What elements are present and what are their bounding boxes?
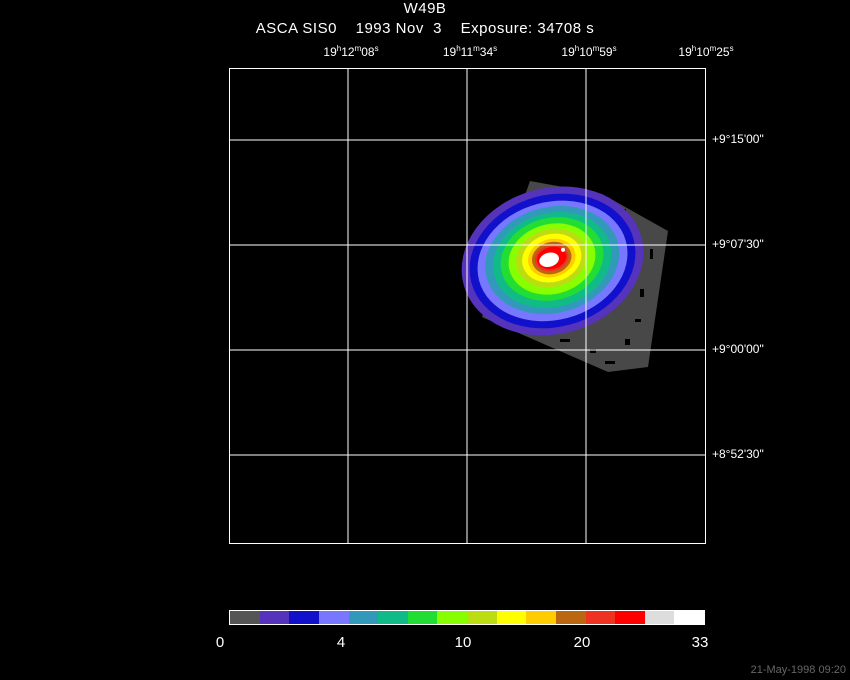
colorbar-cell [407, 611, 438, 624]
colorbar-cell [644, 611, 675, 624]
colorbar-label: 4 [336, 634, 346, 651]
image-title: W49B [403, 0, 447, 17]
colorbar-cell [348, 611, 379, 624]
colorbar-cell [467, 611, 497, 624]
colorbar-cell [378, 611, 408, 624]
colorbar-label: 20 [573, 634, 591, 651]
colorbar-cell [555, 611, 586, 624]
colorbar-cell [615, 611, 645, 624]
dec-tick-label: +9°07'30" [712, 237, 764, 251]
colorbar-cell [437, 611, 467, 624]
colorbar-cell [585, 611, 616, 624]
colorbar-cell [230, 611, 260, 624]
colorbar-cell [259, 611, 290, 624]
ra-tick-label: 19h10m25s [678, 44, 734, 59]
coordinate-grid [230, 69, 705, 543]
colorbar-label: 10 [454, 634, 472, 651]
colorbar-cell [289, 611, 319, 624]
colorbar-cell [496, 611, 527, 624]
xray-image [230, 69, 705, 543]
timestamp: 21-May-1998 09:20 [750, 664, 846, 676]
dec-tick-label: +9°00'00" [712, 342, 764, 356]
colorbar-label: 33 [691, 634, 709, 651]
colorbar-cell [674, 611, 704, 624]
ra-tick-label: 19h10m59s [561, 44, 617, 59]
colorbar-label: 0 [215, 634, 225, 651]
dec-tick-label: +9°15'00" [712, 132, 764, 146]
image-subtitle: ASCA SIS0 1993 Nov 3 Exposure: 34708 s [255, 20, 595, 37]
colorbar [229, 610, 705, 625]
ra-tick-label: 19h12m08s [323, 44, 379, 59]
dec-tick-label: +8°52'30" [712, 447, 764, 461]
colorbar-cell [318, 611, 349, 624]
colorbar-cell [526, 611, 556, 624]
ra-tick-label: 19h11m34s [442, 44, 498, 59]
image-plot-frame [229, 68, 706, 544]
